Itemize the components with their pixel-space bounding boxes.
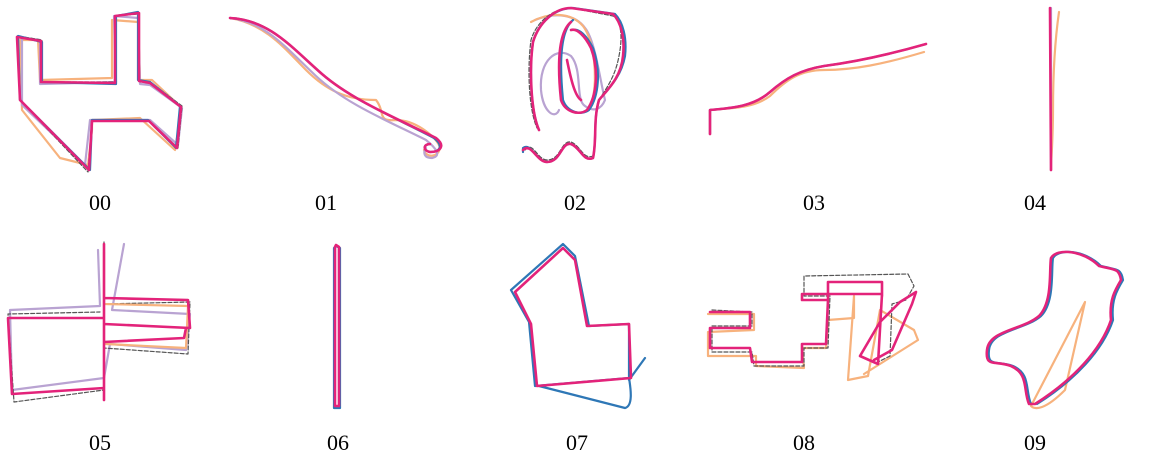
traj-lavender (228, 16, 439, 160)
traj-magenta (708, 42, 928, 136)
panel-01: 01 (226, 0, 443, 230)
trajectory-plot-08 (706, 273, 920, 382)
panel-09: 09 (935, 240, 1135, 470)
trajectory-plot-00 (15, 10, 184, 173)
traj-gt (17, 13, 183, 173)
trajectory-plot-02 (521, 6, 627, 164)
traj-magenta (6, 242, 192, 402)
panel-08: 08 (704, 240, 920, 470)
trajectory-plot-06 (332, 243, 342, 410)
traj-magenta (228, 16, 443, 154)
traj-gt (711, 273, 915, 367)
trajectory-plot-01 (228, 16, 443, 160)
panel-label-03: 03 (803, 190, 825, 215)
traj-orange (228, 16, 442, 157)
traj-magenta (521, 6, 625, 164)
traj-blue (708, 42, 928, 136)
panel-05: 05 (0, 240, 200, 470)
panel-label-08: 08 (793, 430, 815, 455)
panel-label-07: 07 (566, 430, 588, 455)
traj-lavender (8, 242, 192, 392)
traj-magenta (985, 250, 1123, 406)
panel-00: 00 (0, 0, 200, 230)
panel-label-04: 04 (1024, 190, 1046, 215)
traj-orange (708, 50, 926, 136)
panel-label-01: 01 (315, 190, 337, 215)
panel-03: 03 (708, 0, 928, 230)
traj-orange (706, 294, 920, 382)
panel-04: 04 (935, 0, 1135, 230)
panel-06: 06 (238, 240, 438, 470)
traj-blue (987, 250, 1125, 406)
panel-label-02: 02 (564, 190, 586, 215)
traj-blue (16, 10, 182, 172)
traj-magenta (15, 11, 183, 172)
traj-magenta (513, 246, 633, 388)
trajectory-plot-09 (985, 250, 1125, 410)
panel-label-05: 05 (89, 430, 111, 455)
panel-label-06: 06 (327, 430, 349, 455)
panel-label-09: 09 (1024, 430, 1046, 455)
traj-magenta (1048, 6, 1053, 172)
trajectory-plot-03 (708, 42, 928, 136)
traj-orange (18, 18, 184, 167)
panel-label-00: 00 (89, 190, 111, 215)
traj-magenta (333, 243, 341, 408)
traj-orange (1049, 10, 1061, 172)
trajectory-plot-07 (509, 242, 647, 410)
trajectory-plot-04 (1048, 6, 1061, 172)
trajectory-plot-05 (6, 241, 192, 403)
panel-07: 07 (477, 240, 677, 470)
panel-02: 02 (475, 0, 675, 230)
traj-orange (1029, 300, 1087, 410)
traj-magenta (708, 280, 918, 366)
